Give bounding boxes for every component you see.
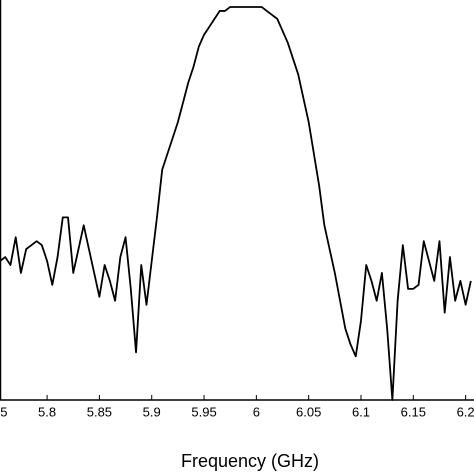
- x-tick-label: 5.8: [38, 404, 56, 419]
- x-tick-label: 6.15: [401, 404, 426, 419]
- x-tick-label: 5.95: [191, 404, 216, 419]
- x-tick-label: 6.2: [457, 404, 474, 419]
- x-axis-label: Frequency (GHz): [181, 451, 319, 471]
- x-tick-label: 6: [253, 404, 260, 419]
- x-tick-label: 5.9: [143, 404, 161, 419]
- x-tick-label: 5.75: [0, 404, 7, 419]
- x-tick-label: 6.05: [296, 404, 321, 419]
- x-tick-label: 6.1: [352, 404, 370, 419]
- data-line: [0, 6, 472, 401]
- x-tick-label: 5.85: [87, 404, 112, 419]
